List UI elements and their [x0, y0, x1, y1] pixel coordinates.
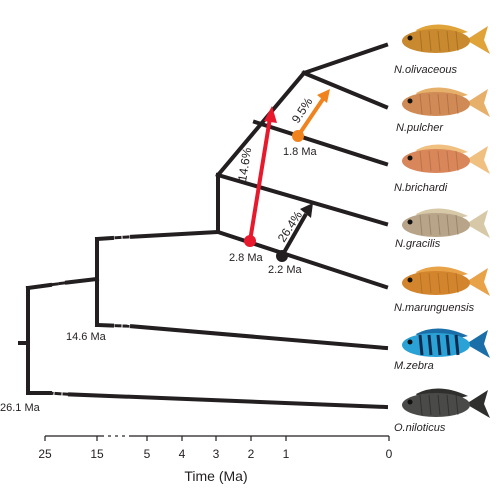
node-age-18: 1.8 Ma [283, 146, 318, 158]
tick-label-2: 2 [248, 447, 255, 461]
tick-label-1: 1 [283, 447, 290, 461]
tick-label-3: 3 [213, 447, 220, 461]
branch-oniloticus-b [70, 394, 386, 407]
branch-neo-b [132, 232, 218, 237]
branch-neo-a [97, 238, 112, 239]
arrow-red-origin [244, 235, 256, 247]
branch-npulcher [304, 73, 386, 107]
pct-orange: 9.5% [289, 95, 316, 126]
arrow-orange-origin [292, 130, 304, 142]
branch-mzebra-b [132, 326, 386, 348]
branch-root-upper-a [28, 285, 50, 288]
species-label-mzebra: M.zebra [394, 360, 434, 372]
fish-image-mzebra [402, 328, 490, 358]
fish-image-oniloticus [402, 388, 490, 418]
fish-image-nolivaceous [402, 24, 490, 54]
time-axis [45, 436, 389, 441]
species-label-ngracilis: N.gracilis [395, 238, 441, 250]
dash [60, 283, 64, 284]
species-label-nolivaceous: N.olivaceous [394, 64, 457, 76]
branch-mzebra-a [97, 325, 112, 326]
species-label-npulcher: N.pulcher [396, 122, 444, 134]
branch-nolivaceous [304, 45, 386, 73]
dash [53, 284, 57, 285]
tick-label-4: 4 [179, 447, 186, 461]
branch-nbrichardi [255, 122, 386, 164]
fish-illustrations [402, 24, 490, 418]
fish-image-nbrichardi [402, 144, 490, 174]
fish-image-ngracilis [402, 208, 490, 238]
tick-label-0: 0 [386, 447, 393, 461]
species-label-nmarunguensis: N.marunguensis [394, 302, 475, 314]
branch-root-upper-b [67, 279, 97, 283]
node-age-28: 2.8 Ma [229, 252, 264, 264]
species-label-nbrichardi: N.brichardi [394, 182, 448, 194]
fish-image-nmarunguensis [402, 266, 490, 296]
tick-label-5: 5 [144, 447, 151, 461]
node-age-22: 2.2 Ma [268, 264, 303, 276]
fish-image-npulcher [402, 87, 490, 117]
tree-branches [20, 45, 386, 407]
node-age-261: 26.1 Ma [0, 402, 41, 414]
arrow-black-origin [276, 250, 288, 262]
tick-label-25: 25 [38, 447, 52, 461]
tick-label-15: 15 [90, 447, 104, 461]
time-axis-labels: 25 15 5 4 3 2 1 0 Time (Ma) [38, 447, 392, 484]
node-age-146: 14.6 Ma [66, 331, 107, 343]
species-label-oniloticus: O.niloticus [394, 422, 446, 434]
axis-title: Time (Ma) [184, 468, 247, 484]
